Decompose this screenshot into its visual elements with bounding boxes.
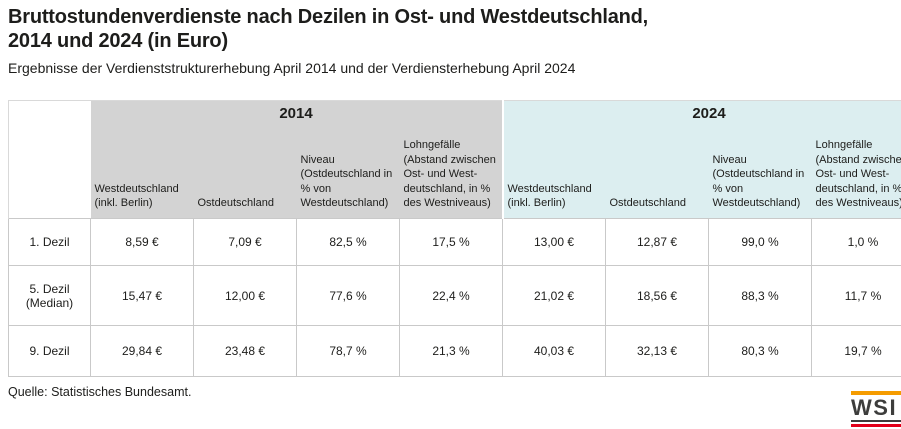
data-cell: 40,03 € xyxy=(502,325,606,377)
logo-red-bar xyxy=(851,424,901,427)
data-cell: 22,4 % xyxy=(399,265,503,326)
column-header-ost-2014: Ostdeutschland xyxy=(193,126,297,219)
data-cell: 18,56 € xyxy=(605,265,709,326)
data-cell: 82,5 % xyxy=(296,218,400,266)
table-row-dezil-1: 1. Dezil 8,59 € 7,09 € 82,5 % 17,5 % 13,… xyxy=(8,218,901,266)
data-cell: 77,6 % xyxy=(296,265,400,326)
column-header-lohngefaelle-2014: Lohngefälle (Abstand zwischen Ost- und W… xyxy=(399,126,503,219)
data-cell: 8,59 € xyxy=(90,218,194,266)
data-cell: 1,0 % xyxy=(811,218,901,266)
column-header-west-2014: Westdeutschland (inkl. Berlin) xyxy=(90,126,194,219)
data-cell: 7,09 € xyxy=(193,218,297,266)
data-cell: 78,7 % xyxy=(296,325,400,377)
data-cell: 23,48 € xyxy=(193,325,297,377)
column-header-west-2024: Westdeutschland (inkl. Berlin) xyxy=(501,126,606,219)
data-cell: 12,00 € xyxy=(193,265,297,326)
column-header-lohngefaelle-2024: Lohngefälle (Abstand zwischen Ost- und W… xyxy=(811,126,901,219)
row-label: 1. Dezil xyxy=(8,218,91,266)
data-cell: 12,87 € xyxy=(605,218,709,266)
deciles-table: 2014 2024 Westdeutschland (inkl. Berlin)… xyxy=(8,100,901,377)
logo-text: WSI xyxy=(851,397,901,422)
row-label: 5. Dezil (Median) xyxy=(8,265,91,326)
wsi-logo: WSI xyxy=(851,391,901,427)
data-cell: 17,5 % xyxy=(399,218,503,266)
data-cell: 21,3 % xyxy=(399,325,503,377)
table-row-dezil-5: 5. Dezil (Median) 15,47 € 12,00 € 77,6 %… xyxy=(8,265,901,326)
data-cell: 19,7 % xyxy=(811,325,901,377)
table-row-dezil-9: 9. Dezil 29,84 € 23,48 € 78,7 % 21,3 % 4… xyxy=(8,325,901,377)
data-cell: 32,13 € xyxy=(605,325,709,377)
data-cell: 99,0 % xyxy=(708,218,812,266)
data-cell: 29,84 € xyxy=(90,325,194,377)
year-header-2014: 2014 xyxy=(90,100,503,127)
column-header-niveau-2014: Niveau (Ostdeutschland in % von Westdeut… xyxy=(296,126,400,219)
data-cell: 13,00 € xyxy=(502,218,606,266)
data-cell: 80,3 % xyxy=(708,325,812,377)
data-cell: 21,02 € xyxy=(502,265,606,326)
row-label: 9. Dezil xyxy=(8,325,91,377)
data-cell: 88,3 % xyxy=(708,265,812,326)
column-header-row: Westdeutschland (inkl. Berlin) Ostdeutsc… xyxy=(9,126,901,219)
column-header-ost-2024: Ostdeutschland xyxy=(605,126,709,219)
corner-cell xyxy=(8,100,91,219)
figure-title: Bruttostundenverdienste nach Dezilen in … xyxy=(8,6,649,52)
figure-subtitle: Ergebnisse der Verdienststrukturerhebung… xyxy=(8,60,576,76)
logo-orange-bar xyxy=(851,391,901,395)
data-cell: 11,7 % xyxy=(811,265,901,326)
year-header-row: 2014 2024 xyxy=(8,100,901,219)
source-note: Quelle: Statistisches Bundesamt. xyxy=(8,385,192,399)
column-header-niveau-2024: Niveau (Ostdeutschland in % von Westdeut… xyxy=(708,126,812,219)
year-header-2024: 2024 xyxy=(501,100,901,127)
data-cell: 15,47 € xyxy=(90,265,194,326)
